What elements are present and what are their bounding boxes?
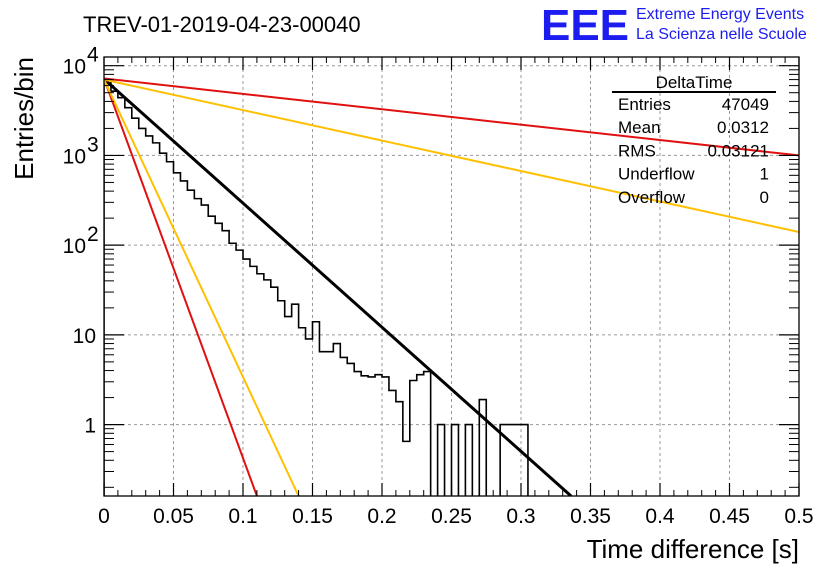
x-tick-label: 0.15 <box>292 505 333 528</box>
stats-value: 1 <box>760 165 769 184</box>
x-tick-label: 0.45 <box>709 505 750 528</box>
y-tick-label: 10 <box>63 145 86 168</box>
stats-box: DeltaTime Entries 47049 Mean 0.0312 RMS 0.031… <box>612 73 776 207</box>
stats-rows: Entries 47049 Mean 0.0312 RMS 0.03121 Underflo… <box>618 95 769 207</box>
x-tick-label: 0.35 <box>570 505 611 528</box>
y-tick-label: 10 <box>63 235 86 258</box>
y-axis-title: Entries/bin <box>9 57 39 180</box>
stats-label: Mean <box>618 118 661 137</box>
fit-line <box>104 78 799 234</box>
fit-lines <box>104 77 799 496</box>
logo-mark: EEE <box>541 1 629 50</box>
run-title: TREV-01-2019-04-23-00040 <box>83 12 361 37</box>
stats-label: RMS <box>618 141 656 160</box>
stats-value: 0.03121 <box>708 141 769 160</box>
x-tick-label: 0.3 <box>506 505 535 528</box>
x-tick-label: 0 <box>98 505 110 528</box>
logo-line-2: La Scienza nelle Scuole <box>636 26 807 43</box>
stats-value: 47049 <box>722 95 769 114</box>
fit-line <box>104 79 300 496</box>
x-tick-label: 0.1 <box>228 505 257 528</box>
y-tick-label: 10 <box>63 56 86 79</box>
y-tick-exponent: 3 <box>87 133 99 156</box>
x-axis-title: Time difference [s] <box>587 534 799 564</box>
histogram-outline <box>104 78 529 496</box>
x-tick-label: 0.2 <box>367 505 396 528</box>
stats-label: Underflow <box>618 165 695 184</box>
x-tick-label: 0.25 <box>431 505 472 528</box>
fit-line <box>104 77 573 496</box>
y-tick-exponent: 2 <box>87 223 99 246</box>
logo-line-1: Extreme Energy Events <box>636 6 804 23</box>
x-tick-label: 0.5 <box>784 505 813 528</box>
stats-box-name: DeltaTime <box>656 73 733 92</box>
y-tick-exponent: 4 <box>87 44 99 67</box>
grid-lines <box>104 57 799 496</box>
x-axis: 0 0.05 0.1 0.15 0.2 0.25 0.3 0.35 0.4 0.45 0.5 <box>98 57 814 528</box>
fit-line <box>104 78 258 496</box>
y-tick-label: 10 <box>73 325 96 348</box>
x-tick-label: 0.05 <box>153 505 194 528</box>
stats-label: Entries <box>618 95 671 114</box>
y-tick-label: 1 <box>84 415 96 438</box>
fit-line <box>104 77 799 157</box>
plot-content <box>104 77 799 496</box>
stats-label: Overflow <box>618 188 686 207</box>
stats-value: 0 <box>760 188 769 207</box>
eee-logo: EEE Extreme Energy Events La Scienza nel… <box>541 1 807 50</box>
x-tick-label: 0.4 <box>645 505 675 528</box>
stats-value: 0.0312 <box>717 118 769 137</box>
